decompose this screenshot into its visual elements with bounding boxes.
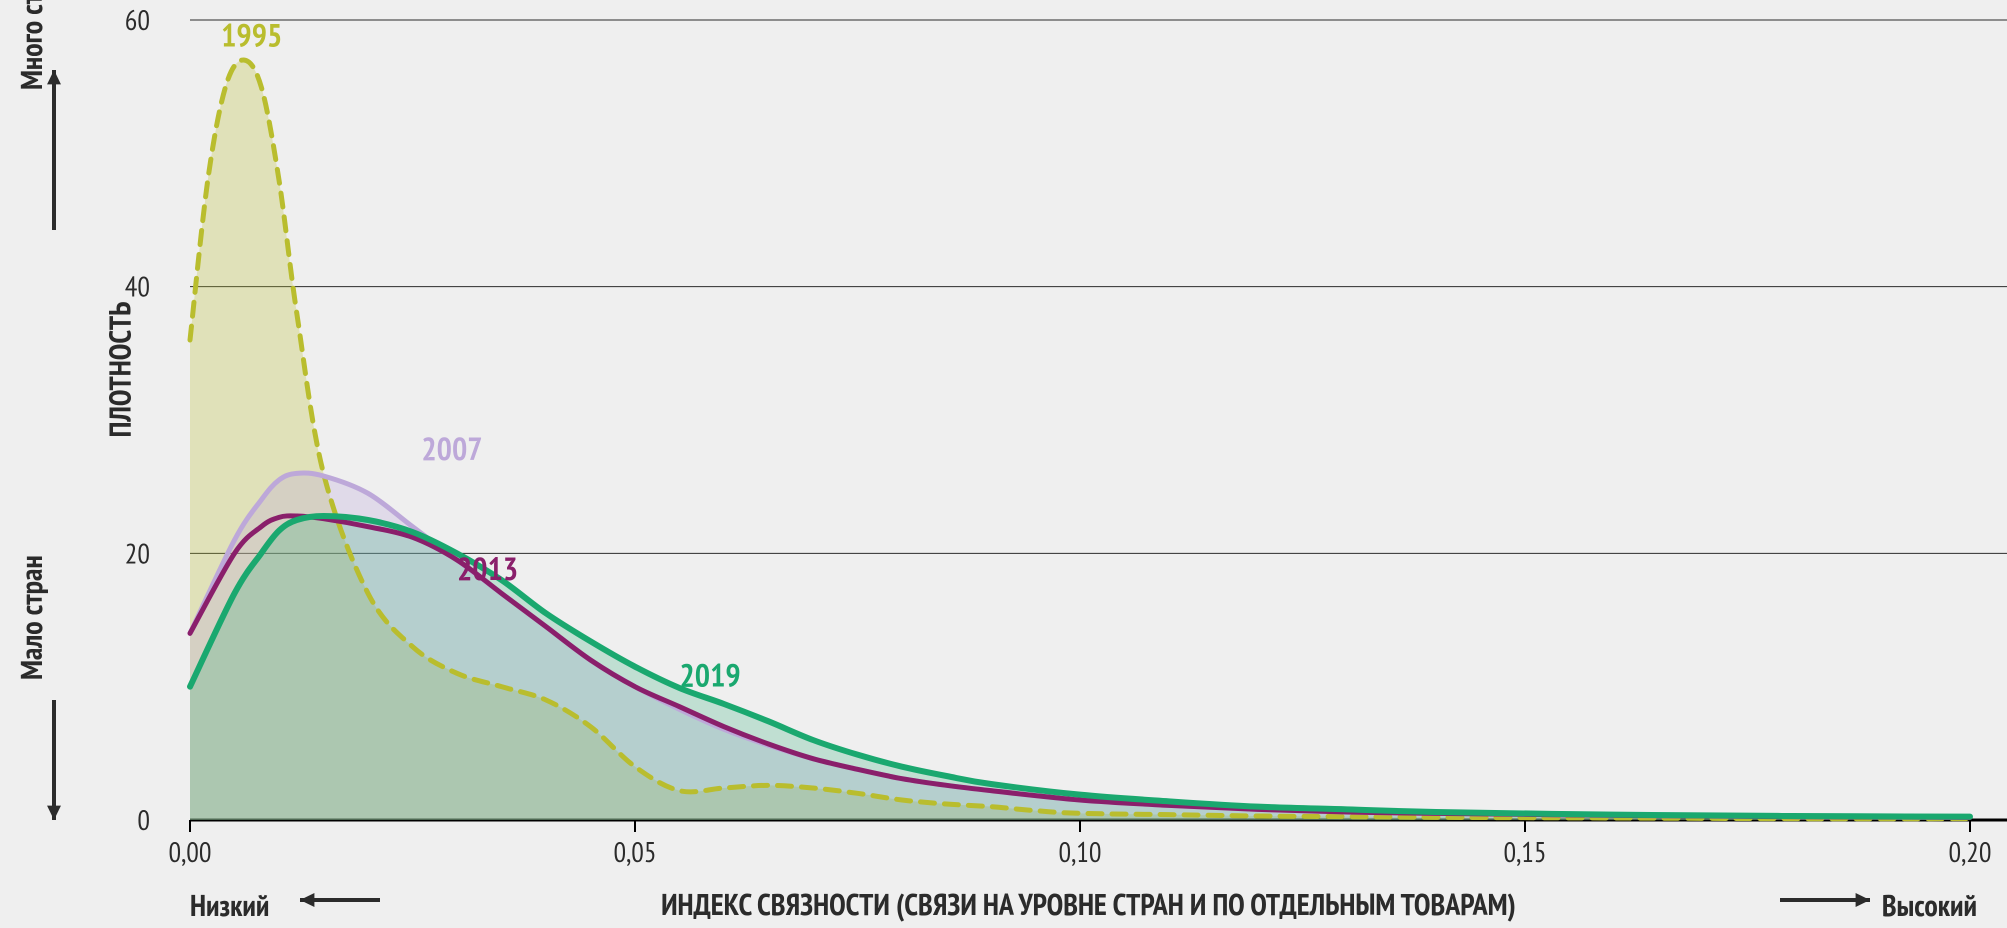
series-label-2007: 2007: [421, 427, 482, 469]
series-label-2019: 2019: [680, 654, 741, 696]
x-tick: 0,05: [613, 833, 656, 870]
plot-svg: 0 20 40 60 0,00 0,05 0,10 0,15 0,20 1995 2007 2013 2…: [0, 0, 2007, 928]
y-tick: 60: [125, 1, 150, 38]
series-label-2013: 2013: [457, 547, 518, 589]
arrow-head: [47, 806, 61, 820]
density-chart: Много стран ПЛОТНОСТЬ Мало стран Низкий …: [0, 0, 2007, 928]
series-label-1995: 1995: [221, 14, 282, 56]
arrow-head: [1856, 893, 1870, 907]
x-tick: 0,15: [1503, 833, 1546, 870]
arrow-head: [300, 893, 314, 907]
y-tick: 0: [137, 801, 150, 838]
x-tick: 0,20: [1948, 833, 1991, 870]
y-tick: 40: [125, 268, 150, 305]
x-tick: 0,00: [168, 833, 211, 870]
arrow-head: [47, 70, 61, 84]
x-tick: 0,10: [1058, 833, 1101, 870]
y-tick: 20: [125, 534, 150, 571]
